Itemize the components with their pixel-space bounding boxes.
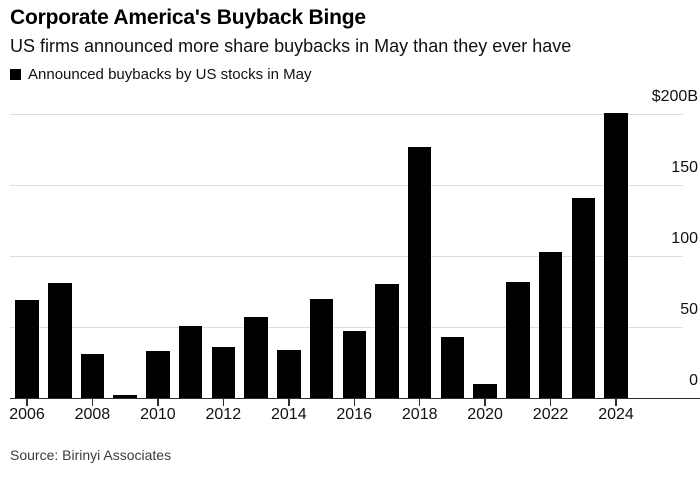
bar-2017 — [375, 284, 399, 398]
gridline-100 — [10, 256, 683, 257]
x-axis-tick-2020 — [484, 399, 486, 406]
x-axis-tick-2018 — [418, 399, 421, 406]
x-axis-tick-2014 — [288, 399, 290, 406]
y-axis-label-0: 0 — [689, 372, 698, 389]
bar-2009 — [113, 395, 137, 398]
x-axis-label-2016: 2016 — [336, 406, 372, 423]
bar-2010 — [146, 351, 170, 398]
chart-title: Corporate America's Buyback Binge — [10, 6, 366, 29]
x-axis-tick-2008 — [91, 399, 94, 406]
bar-2007 — [48, 283, 72, 398]
x-axis-label-2014: 2014 — [271, 406, 307, 423]
bar-2012 — [211, 346, 236, 398]
x-axis-label-2022: 2022 — [532, 406, 569, 423]
bar-2006 — [15, 300, 39, 398]
bar-2014 — [277, 349, 301, 398]
legend-label: Announced buybacks by US stocks in May — [28, 66, 312, 83]
x-axis-tick-2016 — [353, 399, 355, 406]
x-axis-tick-2012 — [222, 399, 225, 406]
x-axis-label-2024: 2024 — [598, 406, 634, 423]
y-axis-label-200: $200B — [651, 88, 698, 105]
x-axis-label-2018: 2018 — [401, 406, 438, 423]
y-axis-label-50: 50 — [680, 301, 698, 318]
x-axis-tick-2006 — [26, 399, 28, 406]
x-axis-label-2006: 2006 — [9, 406, 45, 423]
bar-2022 — [538, 251, 563, 398]
x-axis-label-2020: 2020 — [467, 406, 503, 423]
bar-2023 — [571, 197, 595, 398]
bar-2018 — [407, 146, 432, 398]
chart-subtitle: US firms announced more share buybacks i… — [10, 36, 572, 56]
bar-2020 — [473, 383, 497, 398]
x-axis-label-2010: 2010 — [140, 406, 176, 423]
gridline-200 — [10, 114, 683, 115]
bar-2013 — [244, 317, 268, 398]
x-axis-line — [10, 397, 700, 399]
legend-black-square-icon — [10, 69, 21, 80]
bar-2008 — [80, 354, 105, 398]
gridline-50 — [10, 327, 683, 328]
bar-2019 — [440, 336, 465, 398]
gridline-150 — [10, 185, 683, 186]
bar-2016 — [342, 331, 366, 398]
x-axis-label-2012: 2012 — [205, 406, 242, 423]
plot-area: 0 50 100 150 $200B 2006 2008 2010 2012 2014 2016 20… — [0, 85, 700, 481]
legend: Announced buybacks by US stocks in May — [10, 66, 311, 83]
x-axis-label-2008: 2008 — [74, 406, 111, 423]
y-axis-label-150: 150 — [671, 159, 698, 176]
x-axis-tick-2024 — [615, 399, 617, 406]
bar-2011 — [178, 325, 203, 398]
source-note: Source: Birinyi Associates — [10, 447, 172, 463]
bar-2024 — [604, 112, 628, 398]
y-axis-label-100: 100 — [671, 230, 698, 247]
bar-2021 — [506, 281, 530, 398]
x-axis-tick-2010 — [157, 399, 159, 406]
x-axis-tick-2022 — [549, 399, 552, 406]
bar-2015 — [309, 298, 334, 398]
